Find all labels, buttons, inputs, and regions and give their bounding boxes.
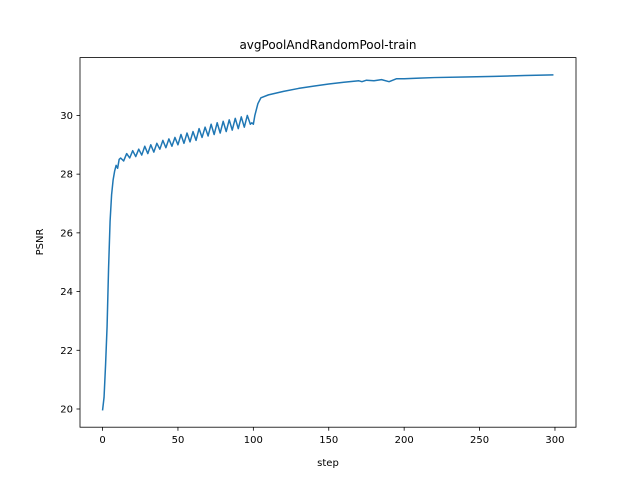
x-tick-label: 300 [545,435,564,446]
y-tick-label: 30 [60,111,73,122]
y-tick-label: 20 [60,404,73,415]
y-tick-label: 24 [60,287,73,298]
x-tick-label: 150 [319,435,338,446]
x-tick-label: 200 [395,435,414,446]
chart-title: avgPoolAndRandomPool-train [239,38,416,52]
y-tick-label: 26 [60,228,73,239]
axes-frame [79,57,577,428]
x-tick-label: 100 [244,435,263,446]
data-line [101,74,554,411]
y-axis-label: PSNR [35,229,46,256]
y-tick-label: 28 [60,170,73,181]
x-tick-label: 50 [172,435,185,446]
x-axis-label: step [317,458,339,469]
x-tick-label: 0 [99,435,105,446]
x-tick-label: 250 [470,435,489,446]
y-tick-label: 22 [60,346,73,357]
